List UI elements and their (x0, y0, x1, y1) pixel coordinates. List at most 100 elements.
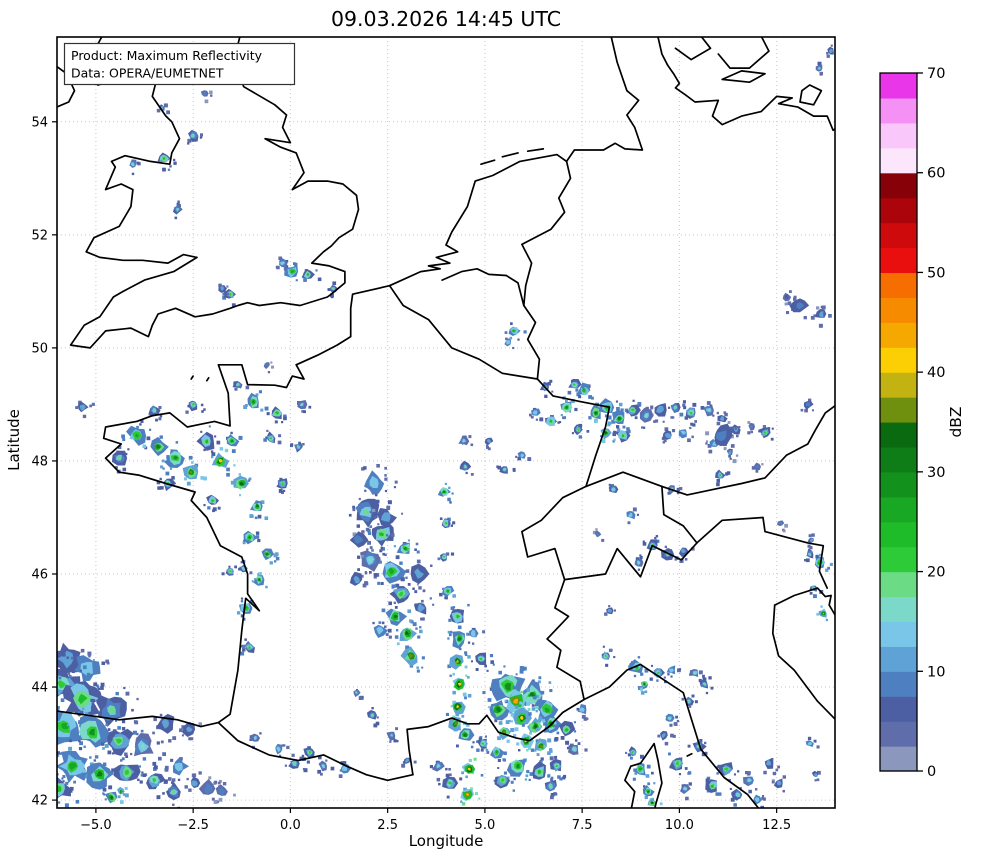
radar-speckle (554, 755, 558, 759)
radar-speckle (565, 740, 570, 745)
radar-cell-ring (266, 553, 268, 556)
radar-speckle (217, 506, 221, 510)
radar-cell-ring (281, 262, 284, 265)
radar-speckle (471, 660, 473, 663)
radar-speckle (375, 499, 380, 504)
radar-cell-ring (120, 790, 123, 793)
radar-speckle (45, 645, 48, 648)
radar-speckle (535, 710, 538, 713)
radar-speckle (177, 778, 181, 781)
radar-speckle (535, 418, 538, 421)
radar-speckle (369, 571, 372, 574)
radar-speckle (115, 466, 118, 469)
radar-speckle (540, 757, 544, 761)
radar-speckle (373, 560, 377, 564)
radar-speckle (453, 727, 458, 732)
radar-speckle (485, 748, 489, 752)
radar-cell-ring (135, 433, 139, 438)
radar-speckle (245, 385, 250, 390)
radar-speckle (82, 769, 87, 773)
radar-speckle (168, 739, 172, 743)
radar-speckle (49, 782, 53, 786)
radar-speckle (415, 627, 418, 630)
radar-speckle (283, 744, 286, 747)
radar-speckle (690, 422, 694, 426)
radar-speckle (419, 626, 422, 629)
radar-speckle (407, 583, 411, 586)
radar-speckle (374, 493, 378, 497)
radar-speckle (240, 651, 245, 656)
radar-speckle (218, 797, 223, 802)
radar-speckle (813, 594, 817, 599)
radar-speckle (100, 686, 104, 690)
radar-speckle (557, 421, 560, 424)
radar-speckle (678, 668, 682, 671)
radar-speckle (186, 777, 189, 781)
radar-speckle (464, 696, 467, 700)
radar-speckle (635, 557, 640, 561)
radar-speckle (50, 778, 53, 781)
radar-speckle (86, 672, 91, 677)
radar-speckle (224, 448, 229, 453)
coastline-path (501, 152, 519, 158)
radar-speckle (809, 591, 813, 595)
radar-speckle (404, 570, 407, 573)
radar-speckle (689, 426, 692, 430)
radar-speckle (508, 720, 511, 723)
radar-speckle (519, 669, 524, 674)
radar-cell-ring (470, 629, 476, 637)
radar-speckle (278, 256, 283, 261)
radar-speckle (535, 705, 539, 710)
radar-speckle (222, 295, 227, 300)
radar-speckle (656, 679, 659, 682)
radar-speckle (382, 552, 385, 556)
radar-speckle (632, 777, 636, 781)
radar-speckle (386, 534, 389, 537)
radar-speckle (461, 771, 464, 775)
radar-speckle (716, 772, 719, 775)
radar-speckle (612, 440, 615, 443)
radar-speckle (267, 371, 271, 374)
radar-speckle (127, 448, 130, 451)
radar-cell-ring (230, 439, 234, 443)
radar-speckle (445, 712, 449, 716)
radar-speckle (121, 719, 126, 724)
radar-speckle (385, 633, 389, 636)
radar-cell-ring (710, 784, 714, 788)
colorbar-label: dBZ (947, 406, 965, 437)
radar-speckle (89, 756, 92, 759)
radar-cell-ring (534, 724, 538, 729)
radar-speckle (698, 678, 702, 682)
radar-speckle (815, 555, 819, 559)
radar-cell-ring (204, 783, 213, 794)
radar-speckle (357, 568, 360, 571)
radar-speckle (528, 712, 532, 716)
radar-cell-ring (442, 491, 446, 493)
radar-speckle (622, 425, 626, 429)
radar-speckle (770, 437, 774, 441)
radar-speckle (486, 669, 489, 672)
radar-speckle (83, 665, 87, 670)
radar-speckle (380, 546, 384, 550)
radar-speckle (800, 408, 804, 412)
radar-speckle (716, 421, 721, 426)
radar-speckle (338, 774, 343, 778)
radar-cell-ring (79, 404, 86, 411)
radar-speckle (747, 431, 751, 435)
radar-speckle (691, 694, 695, 698)
radar-speckle (138, 765, 141, 768)
radar-speckle (704, 741, 707, 745)
radar-speckle (817, 770, 821, 775)
radar-speckle (712, 414, 715, 417)
radar-speckle (478, 737, 482, 741)
radar-speckle (393, 486, 396, 489)
radar-speckle (303, 768, 308, 773)
radar-speckle (200, 133, 203, 137)
radar-speckle (650, 810, 652, 812)
radar-speckle (281, 491, 284, 494)
radar-cell-ring (110, 796, 114, 800)
radar-speckle (510, 780, 514, 784)
radar-speckle (472, 741, 475, 744)
radar-cell-ring (656, 405, 664, 414)
radar-speckle (110, 771, 114, 775)
